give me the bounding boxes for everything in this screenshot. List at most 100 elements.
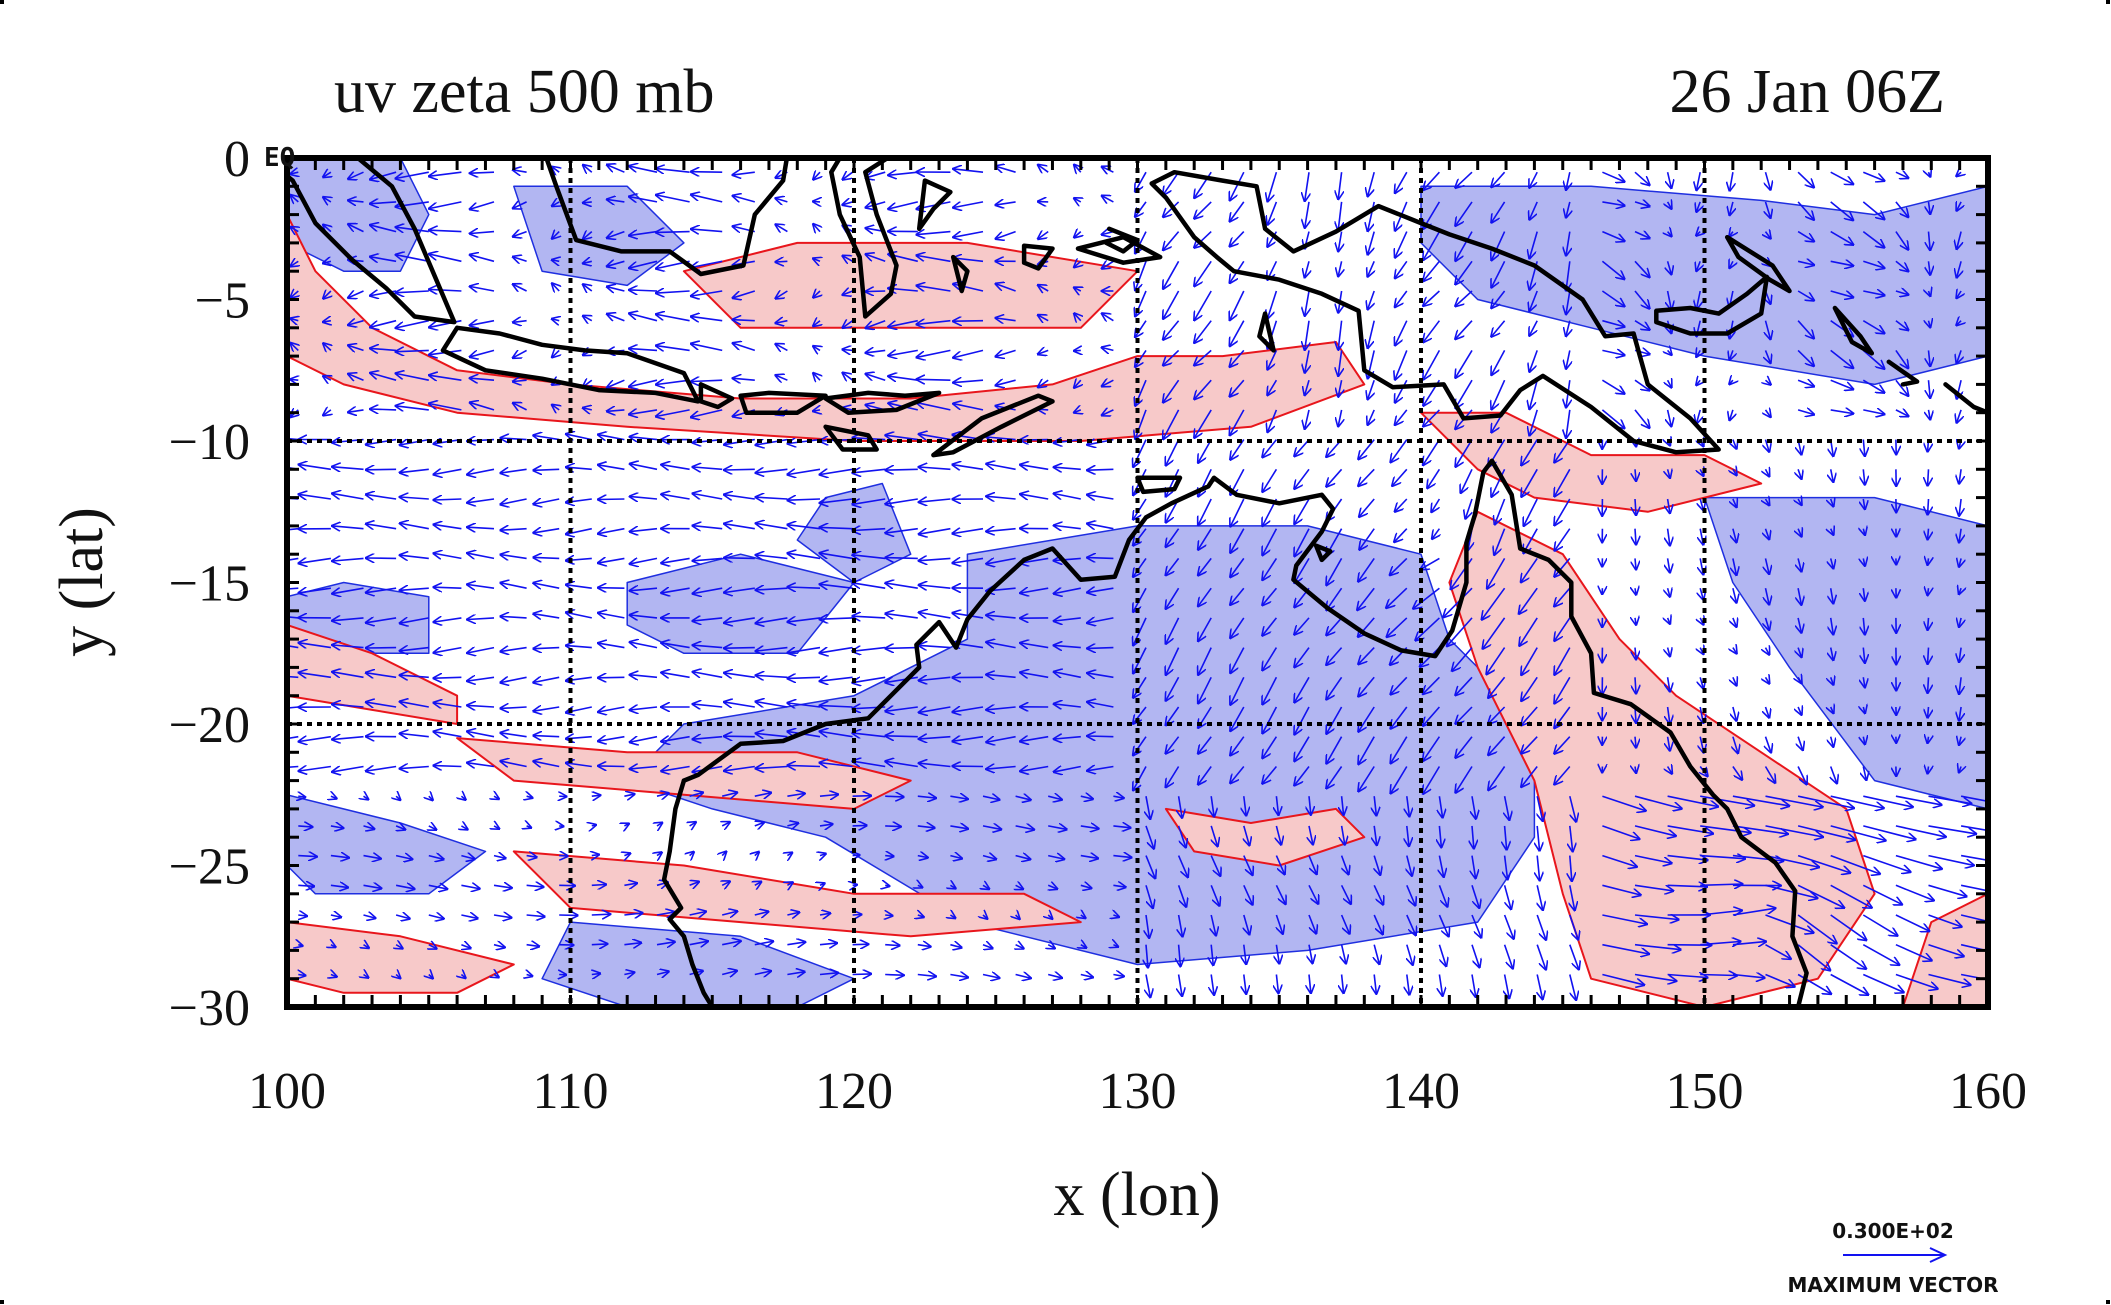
wind-vector <box>470 378 495 380</box>
wind-vector <box>885 885 889 886</box>
wind-vector <box>1766 499 1770 505</box>
wind-vector <box>852 944 868 945</box>
wind-vector <box>1327 558 1343 584</box>
wind-vector <box>1088 524 1114 529</box>
wind-vector <box>1492 260 1506 287</box>
wind-vector <box>333 645 364 648</box>
wind-vector <box>1088 588 1114 592</box>
wind-vector <box>1166 647 1180 675</box>
wind-vector <box>996 380 1016 385</box>
wind-vector <box>1830 171 1853 184</box>
wind-vector <box>1489 736 1506 755</box>
wind-vector <box>1195 320 1212 343</box>
wind-vector <box>1295 617 1310 634</box>
wind-vector <box>349 321 364 325</box>
wind-vector <box>1054 558 1081 560</box>
wind-vector <box>366 588 397 592</box>
wind-vector <box>1522 468 1538 496</box>
wind-vector <box>1601 379 1624 393</box>
wind-vector <box>1163 231 1180 250</box>
wind-vector <box>1054 467 1081 469</box>
wind-vector <box>1555 439 1571 462</box>
wind-vector <box>1088 736 1114 737</box>
wind-vector <box>1831 736 1834 747</box>
wind-vector <box>324 261 331 263</box>
wind-vector <box>591 914 610 915</box>
wind-vector <box>1766 558 1770 573</box>
wind-vector <box>1327 617 1343 635</box>
wind-vector <box>1635 469 1636 480</box>
wind-vector <box>1456 260 1473 284</box>
wind-vector <box>501 499 527 504</box>
wind-vector <box>1863 617 1865 634</box>
wind-vector <box>1038 165 1049 172</box>
wind-vector <box>692 260 723 267</box>
wind-vector <box>1263 587 1278 605</box>
wind-vector <box>662 494 690 499</box>
wind-vector <box>1957 409 1961 422</box>
wind-vector <box>1054 645 1081 647</box>
wind-vector <box>853 529 886 531</box>
wind-vector <box>396 291 429 293</box>
wind-vector <box>954 169 984 172</box>
y-tick-label: −25 <box>169 839 250 896</box>
wind-vector <box>1602 350 1624 355</box>
wind-vector <box>1929 231 1931 250</box>
wind-vector <box>583 202 592 203</box>
wind-vector <box>534 583 560 588</box>
wind-vector <box>866 374 886 380</box>
wind-vector <box>788 765 821 766</box>
wind-vector <box>1456 231 1473 261</box>
wind-vector <box>1421 557 1440 569</box>
wind-vector <box>788 440 821 444</box>
positive-vorticity-region <box>512 850 1082 938</box>
wind-vector <box>1697 380 1701 385</box>
wind-vector <box>692 172 723 173</box>
wind-vector <box>534 614 560 618</box>
title-left: uv zeta 500 mb <box>334 58 715 126</box>
wind-vector <box>534 499 560 504</box>
wind-vector <box>1359 647 1375 664</box>
wind-vector <box>468 585 495 589</box>
wind-vector <box>1733 648 1736 653</box>
wind-vector <box>1054 737 1081 739</box>
wind-vector <box>434 648 462 653</box>
wind-vector <box>1668 290 1672 309</box>
wind-vector <box>1230 379 1245 396</box>
wind-vector <box>1305 201 1309 227</box>
wind-vector <box>1766 232 1771 239</box>
wind-vector <box>1959 498 1961 515</box>
wind-vector <box>1338 231 1341 251</box>
wind-vector <box>1602 202 1624 206</box>
wind-vector <box>1487 647 1506 674</box>
wind-vector <box>371 409 397 410</box>
wind-vector <box>1230 231 1245 247</box>
wind-vector <box>1021 494 1049 499</box>
wind-vector <box>299 558 332 563</box>
wind-vector <box>1634 409 1649 428</box>
wind-vector <box>987 529 1016 532</box>
wind-vector <box>1635 618 1636 624</box>
wind-vector <box>1530 290 1538 310</box>
wind-vector <box>814 374 820 381</box>
wind-vector <box>1959 618 1961 627</box>
wind-vector <box>287 527 299 531</box>
wind-vector <box>291 227 298 231</box>
wind-vector <box>599 558 625 563</box>
wind-vector <box>630 260 658 268</box>
wind-vector <box>917 286 951 292</box>
wind-vector <box>1797 410 1813 415</box>
wind-vector <box>1733 499 1736 507</box>
wind-vector <box>1166 706 1180 725</box>
wind-vector <box>333 704 364 707</box>
wind-vector <box>1021 737 1049 742</box>
wind-vector <box>1668 172 1672 187</box>
wind-vector <box>324 225 331 232</box>
wind-vector <box>1895 231 1908 250</box>
wind-vector <box>657 169 690 173</box>
wind-vector <box>1862 320 1884 333</box>
wind-vector <box>886 435 918 439</box>
positive-vorticity-region <box>1164 807 1366 867</box>
wind-vector <box>1831 617 1834 634</box>
